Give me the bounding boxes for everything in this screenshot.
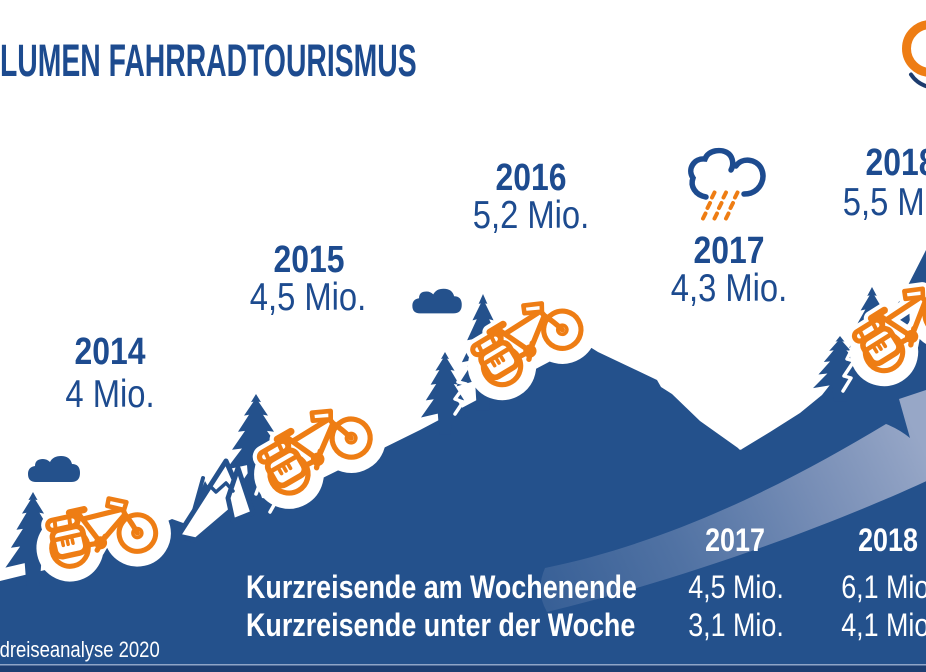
svg-text:2015: 2015 [274, 238, 345, 280]
svg-text:2018: 2018 [866, 141, 926, 183]
svg-text:4,5 Mio.: 4,5 Mio. [250, 274, 366, 318]
svg-text:4 Mio.: 4 Mio. [65, 371, 154, 415]
svg-text:6,1 Mio.: 6,1 Mio. [841, 570, 926, 606]
svg-text:2018: 2018 [858, 523, 918, 559]
svg-text:2016: 2016 [496, 156, 567, 198]
svg-text:VOLUMEN FAHRRADTOURISMUS: VOLUMEN FAHRRADTOURISMUS [0, 35, 417, 85]
svg-text:4,3 Mio.: 4,3 Mio. [671, 265, 787, 309]
svg-text:Kurzreisende unter der Woche: Kurzreisende unter der Woche [246, 608, 635, 644]
svg-text:5,2 Mio.: 5,2 Mio. [473, 192, 589, 236]
svg-text:2014: 2014 [75, 330, 146, 372]
svg-text:5,5 Mio.: 5,5 Mio. [843, 179, 926, 223]
svg-text:Kurzreisende am Wochenende: Kurzreisende am Wochenende [246, 570, 637, 606]
svg-text:2017: 2017 [705, 523, 765, 559]
svg-text:2017: 2017 [694, 229, 765, 271]
svg-text:3,1 Mio.: 3,1 Mio. [688, 608, 784, 644]
svg-text:4,5 Mio.: 4,5 Mio. [688, 570, 784, 606]
svg-text:4,1 Mio.: 4,1 Mio. [841, 608, 926, 644]
svg-text:Radreiseanalyse 2020: Radreiseanalyse 2020 [0, 639, 160, 663]
